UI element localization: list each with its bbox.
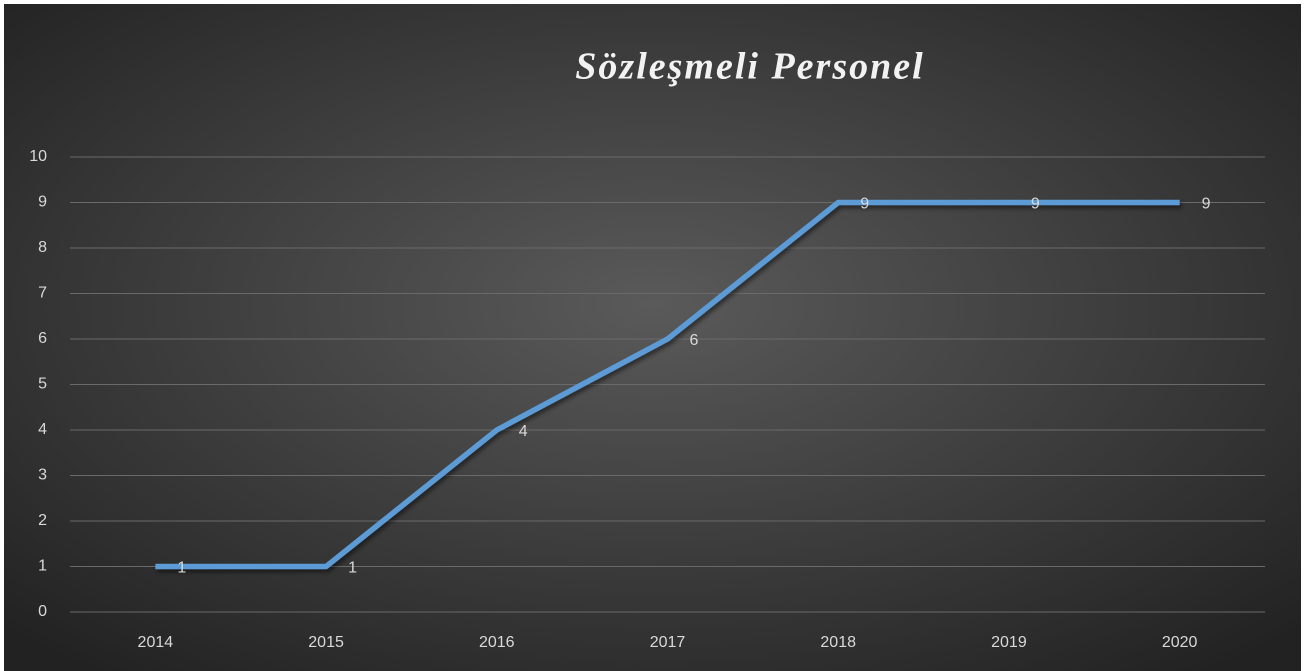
data-label: 9 xyxy=(1202,196,1211,213)
data-label: 9 xyxy=(860,196,869,213)
y-tick-label: 1 xyxy=(38,558,47,575)
x-tick-label: 2015 xyxy=(308,634,344,651)
y-tick-label: 6 xyxy=(38,330,47,347)
y-tick-label: 9 xyxy=(38,194,47,211)
y-tick-label: 2 xyxy=(38,512,47,529)
x-tick-label: 2016 xyxy=(479,634,515,651)
x-tick-label: 2019 xyxy=(991,634,1027,651)
x-tick-label: 2017 xyxy=(650,634,686,651)
chart-background xyxy=(4,4,1301,671)
y-tick-label: 5 xyxy=(38,376,47,393)
y-tick-label: 8 xyxy=(38,239,47,256)
y-tick-label: 0 xyxy=(38,603,47,620)
y-tick-label: 10 xyxy=(29,148,47,165)
data-label: 4 xyxy=(519,423,528,440)
line xyxy=(155,199,1180,570)
data-label: 1 xyxy=(177,560,186,577)
data-label: 1 xyxy=(348,560,357,577)
x-tick-label: 2020 xyxy=(1162,634,1198,651)
data-label: 6 xyxy=(690,332,699,349)
x-tick-label: 2014 xyxy=(138,634,174,651)
y-tick-label: 7 xyxy=(38,285,47,302)
chart-title: Sözleşmeli Personel xyxy=(575,46,924,88)
data-label: 9 xyxy=(1031,196,1040,213)
y-tick-label: 3 xyxy=(38,467,47,484)
y-tick-label: 4 xyxy=(38,421,47,438)
x-tick-label: 2018 xyxy=(820,634,856,651)
